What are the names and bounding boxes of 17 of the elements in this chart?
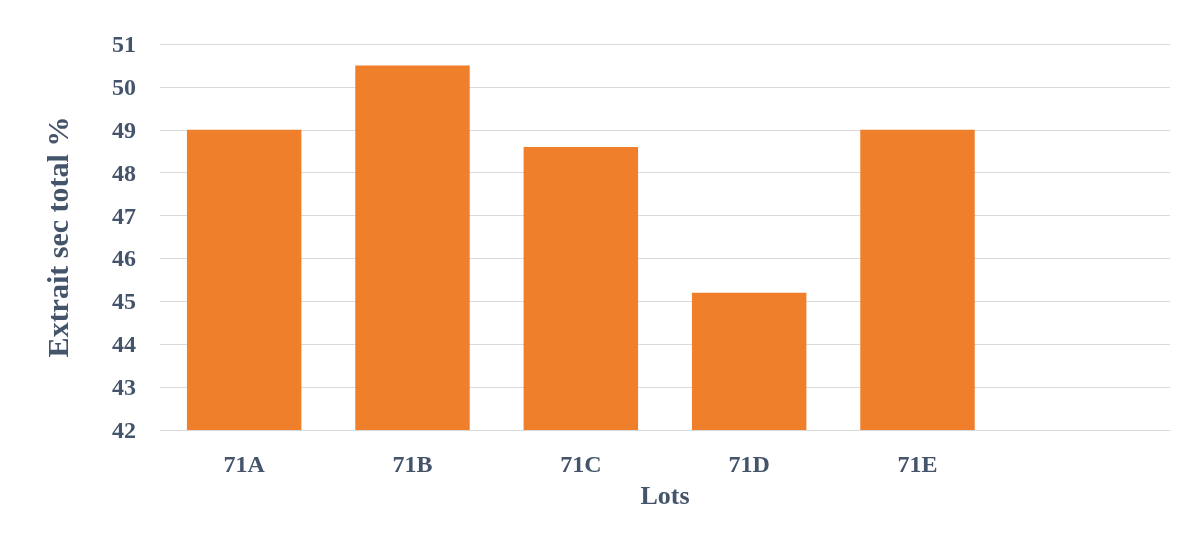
x-tick-label: 71E [897, 451, 938, 477]
x-tick-label: 71A [223, 451, 266, 477]
y-tick-label: 50 [112, 73, 136, 100]
y-tick-label: 46 [112, 245, 136, 272]
y-axis-title: Extrait sec total % [40, 116, 74, 358]
y-tick-label: 48 [112, 159, 136, 186]
y-tick-label: 43 [112, 374, 136, 401]
y-tick-label: 45 [112, 288, 136, 315]
x-axis-title: Lots [640, 480, 690, 510]
x-tick-label: 71D [728, 451, 770, 477]
y-tick-label: 51 [112, 31, 136, 57]
y-tick-label: 47 [112, 202, 136, 229]
x-tick-label: 71B [392, 451, 433, 477]
y-tick-label: 42 [112, 417, 136, 443]
x-tick-label: 71C [560, 451, 602, 477]
y-tick-label: 44 [112, 331, 136, 358]
y-tick-label: 49 [112, 116, 136, 143]
